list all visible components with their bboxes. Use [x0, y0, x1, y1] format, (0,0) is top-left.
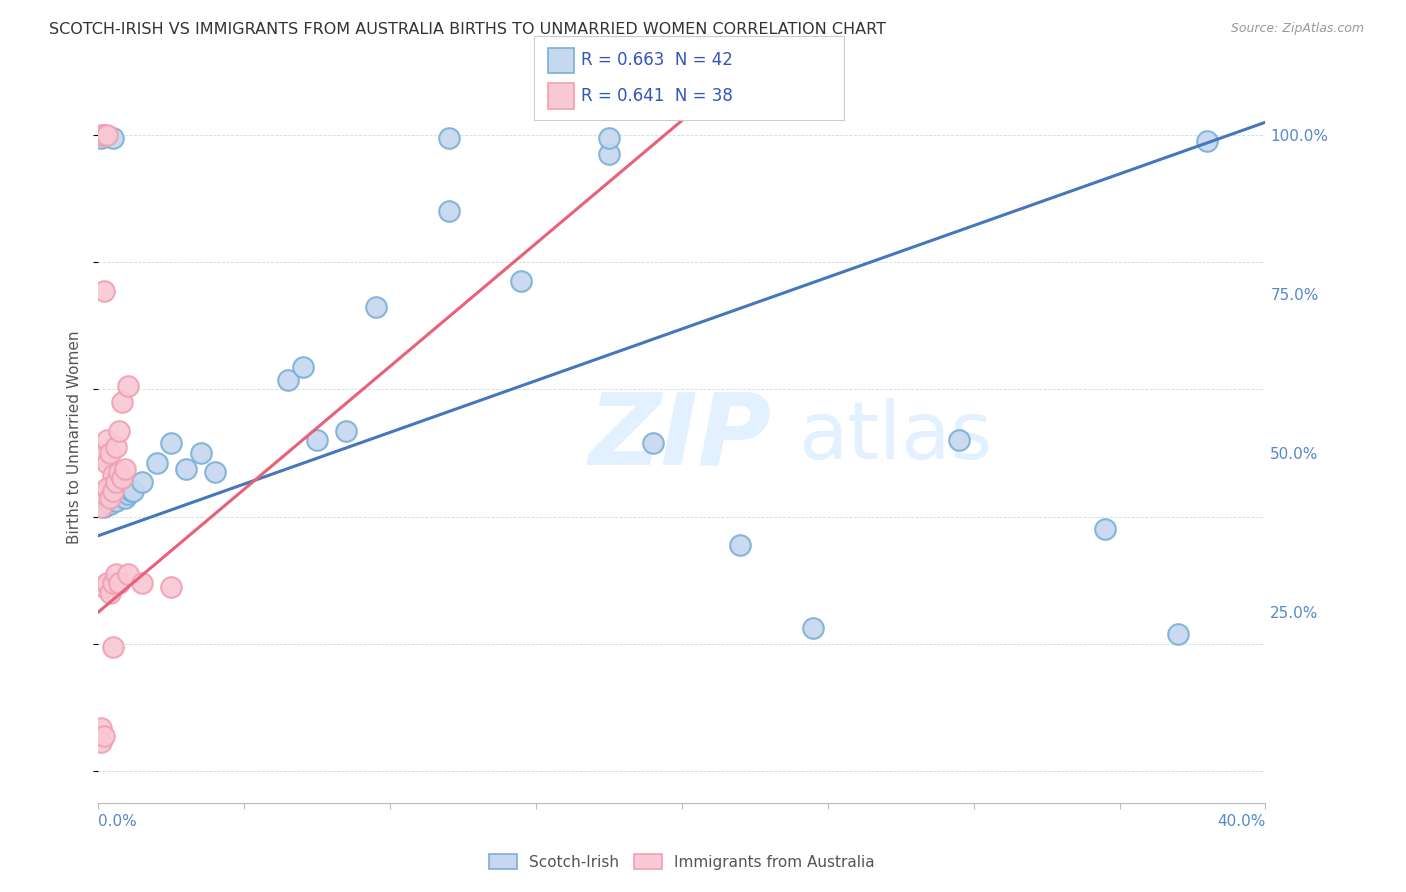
Point — [108, 487, 131, 501]
Legend: Scotch-Irish, Immigrants from Australia: Scotch-Irish, Immigrants from Australia — [484, 847, 880, 876]
Text: 40.0%: 40.0% — [1218, 814, 1265, 830]
Point — [104, 493, 127, 508]
Point — [948, 434, 970, 448]
Y-axis label: Births to Unmarried Women: Births to Unmarried Women — [67, 330, 83, 544]
Point — [101, 491, 124, 505]
Point — [1167, 627, 1189, 641]
Point — [510, 274, 533, 288]
Point — [114, 462, 136, 476]
Point — [90, 131, 112, 145]
Point — [93, 487, 115, 501]
Point — [90, 735, 112, 749]
Point — [160, 436, 183, 450]
Point — [101, 131, 124, 145]
Point — [291, 360, 314, 375]
Point — [93, 580, 115, 594]
Point — [190, 446, 212, 460]
Point — [1195, 134, 1218, 148]
Point — [160, 580, 183, 594]
Point — [90, 497, 112, 511]
Text: SCOTCH-IRISH VS IMMIGRANTS FROM AUSTRALIA BIRTHS TO UNMARRIED WOMEN CORRELATION : SCOTCH-IRISH VS IMMIGRANTS FROM AUSTRALI… — [49, 22, 886, 37]
Point — [101, 576, 124, 591]
Point — [364, 300, 387, 314]
Point — [96, 128, 118, 142]
Point — [101, 468, 124, 483]
Point — [1094, 522, 1116, 536]
Point — [93, 500, 115, 514]
Point — [598, 147, 620, 161]
Text: Source: ZipAtlas.com: Source: ZipAtlas.com — [1230, 22, 1364, 36]
Point — [104, 475, 127, 489]
Point — [96, 434, 118, 448]
Point — [93, 729, 115, 743]
Point — [641, 436, 664, 450]
Point — [117, 566, 139, 581]
Point — [90, 491, 112, 505]
Point — [114, 491, 136, 505]
Point — [437, 131, 460, 145]
Point — [96, 484, 118, 499]
Point — [93, 284, 115, 298]
Point — [90, 721, 112, 735]
Text: R = 0.641  N = 38: R = 0.641 N = 38 — [581, 87, 733, 105]
Point — [104, 440, 127, 454]
Text: atlas: atlas — [799, 398, 993, 476]
Text: R = 0.663  N = 42: R = 0.663 N = 42 — [581, 51, 733, 70]
Point — [98, 491, 121, 505]
Point — [96, 481, 118, 495]
Point — [111, 484, 134, 499]
Point — [96, 576, 118, 591]
Point — [93, 128, 115, 142]
Point — [131, 576, 153, 591]
Point — [108, 465, 131, 479]
Point — [122, 484, 145, 499]
Point — [98, 446, 121, 460]
Point — [98, 497, 121, 511]
Point — [108, 576, 131, 591]
Point — [108, 424, 131, 438]
Point — [120, 484, 142, 499]
Point — [335, 424, 357, 438]
Point — [801, 621, 824, 635]
Point — [93, 491, 115, 505]
Point — [93, 128, 115, 142]
Point — [104, 566, 127, 581]
Text: 0.0%: 0.0% — [98, 814, 138, 830]
Point — [437, 204, 460, 219]
Point — [146, 456, 169, 470]
Point — [96, 456, 118, 470]
Point — [307, 434, 329, 448]
Point — [101, 640, 124, 654]
Point — [111, 395, 134, 409]
Point — [104, 475, 127, 489]
Point — [117, 379, 139, 393]
Point — [117, 487, 139, 501]
Point — [93, 449, 115, 463]
Point — [96, 493, 118, 508]
Point — [728, 538, 751, 552]
Point — [111, 471, 134, 485]
Point — [101, 484, 124, 499]
Point — [90, 128, 112, 142]
Point — [204, 465, 226, 479]
Point — [277, 373, 299, 387]
Point — [131, 475, 153, 489]
Point — [98, 586, 121, 600]
Point — [598, 131, 620, 145]
Point — [90, 500, 112, 514]
Point — [174, 462, 197, 476]
Text: ZIP: ZIP — [589, 389, 772, 485]
